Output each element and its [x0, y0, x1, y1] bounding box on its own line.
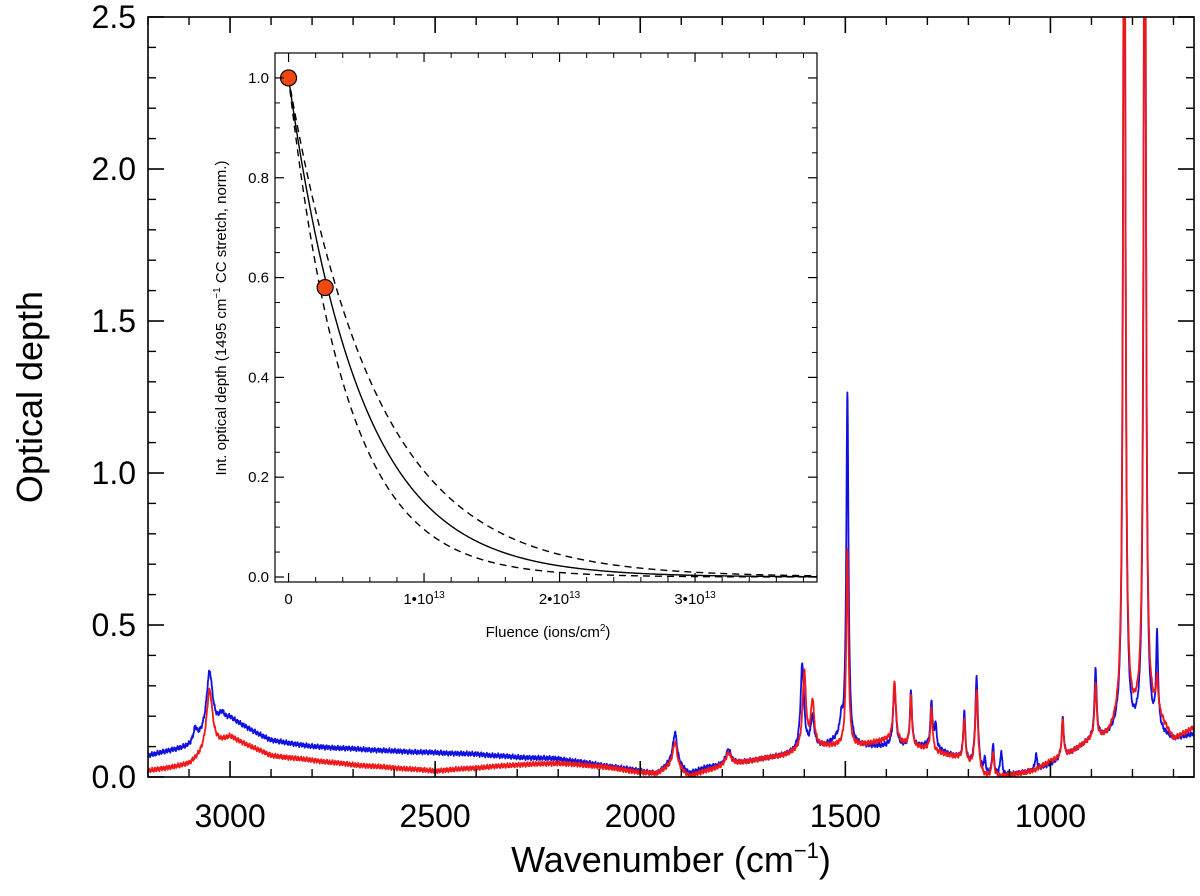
- main-x-axis-label: Wavenumber (cm−1): [511, 838, 831, 880]
- inset-plot: 0 1•1013 2•1013 3•1013 0.0 0.2 0.4 0.6 0.8 1.0 Fl…: [212, 52, 818, 641]
- inset-bound-curve-1: [287, 77, 817, 578]
- main-x-tick-label: 2000: [605, 798, 676, 834]
- inset-y-tick-label: 0.4: [248, 369, 269, 386]
- main-x-tick-label: 1000: [1015, 798, 1086, 834]
- inset-data-point-1: [316, 278, 334, 297]
- main-x-tick-label: 2500: [400, 798, 471, 834]
- main-plot: 3000 2500 2000 1500 1000 0.0 0.5 1.0 1.5 2.0 2.5 W…: [9, 0, 1195, 880]
- main-series-group: [148, 17, 1194, 777]
- main-ticks: 3000 2500 2000 1500 1000 0.0 0.5 1.0 1.5 2.0 2.5: [92, 0, 1194, 834]
- main-plot-frame: [147, 16, 1195, 778]
- main-series-1: [148, 17, 1194, 777]
- inset-y-tick-label: 0.6: [248, 270, 269, 287]
- inset-y-axis-label: Int. optical depth (1495 cm−1 CC stretch…: [212, 161, 230, 476]
- main-y-tick-label: 0.5: [92, 607, 136, 643]
- main-x-tick-label: 3000: [194, 798, 265, 834]
- inset-fit-curve: [287, 77, 817, 578]
- inset-background: [275, 53, 817, 582]
- inset-y-tick-label: 0.2: [248, 469, 269, 486]
- inset-bound-curve-0: [287, 77, 817, 577]
- inset-ticks: 0 1•1013 2•1013 3•1013 0.0 0.2 0.4 0.6 0.8 1.0: [248, 53, 817, 608]
- inset-plot-frame: [274, 52, 818, 583]
- main-y-tick-label: 1.0: [92, 455, 136, 491]
- main-y-tick-label: 1.5: [92, 303, 136, 339]
- main-y-axis-label: Optical depth: [9, 291, 50, 503]
- main-y-tick-label: 0.0: [92, 759, 136, 795]
- inset-x-tick-label: 0: [284, 591, 292, 608]
- inset-x-axis-label: Fluence (ions/cm2): [486, 623, 611, 641]
- main-x-tick-label: 1500: [810, 798, 881, 834]
- inset-y-tick-label: 1.0: [248, 70, 269, 87]
- inset-x-tick-label: 1•1013: [403, 590, 445, 608]
- inset-series-group: [279, 69, 817, 578]
- inset-y-tick-label: 0.0: [248, 569, 269, 586]
- inset-y-tick-label: 0.8: [248, 170, 269, 187]
- main-y-tick-label: 2.5: [92, 0, 136, 35]
- inset-x-tick-label: 2•1013: [539, 590, 581, 608]
- main-y-tick-label: 2.0: [92, 151, 136, 187]
- inset-x-tick-label: 3•1013: [674, 590, 716, 608]
